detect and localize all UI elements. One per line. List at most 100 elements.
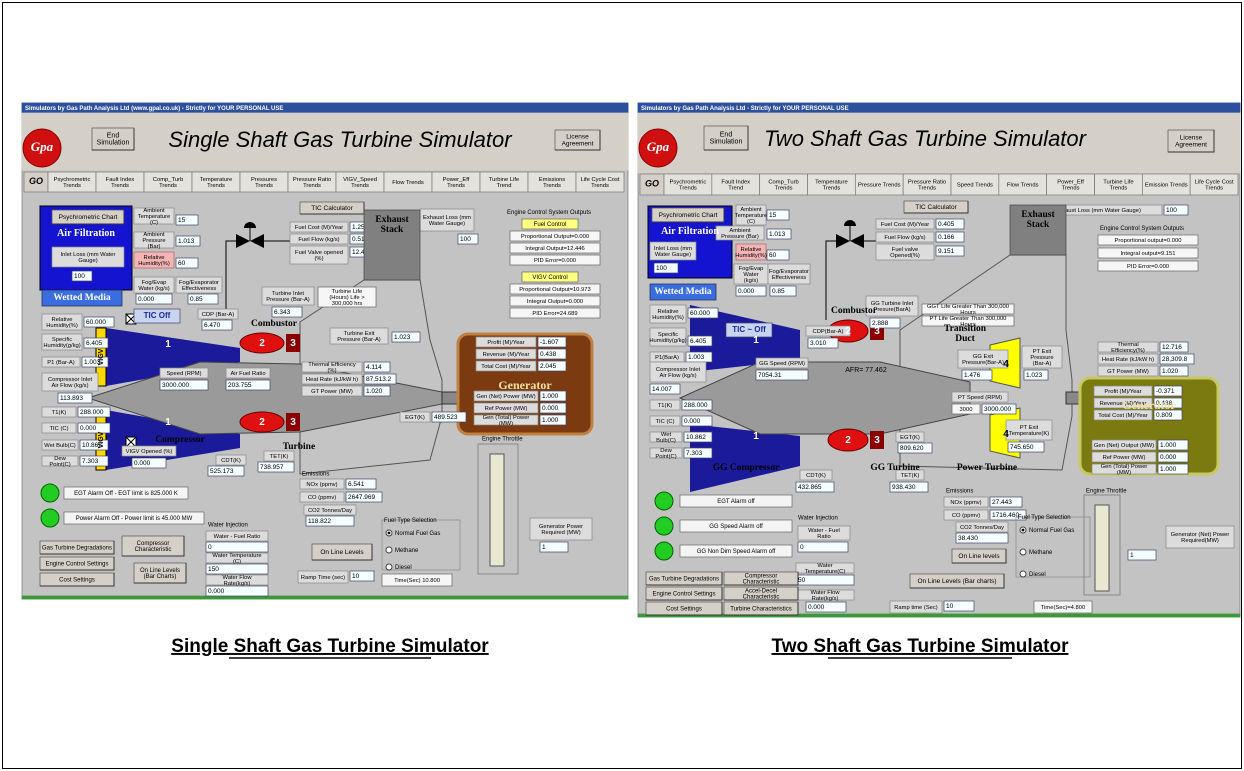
field-label: EGT(K) [900,435,920,441]
field-label: Turbine ExitPressure (Bar-A) [337,330,381,342]
caption: Two Shaft Gas Turbine Simulator [772,636,1070,657]
stage-number: 2 [845,326,851,337]
button-label: CompressorCharacteristic [135,540,172,552]
field-label: CDT(K) [806,473,826,479]
info-text: PID Error=0.000 [534,258,576,264]
field-value: 0.000 [684,418,701,425]
section-label: Engine Control System Outputs [1100,226,1184,232]
panel-header: Air Filtration [661,226,719,237]
field-value: 0.000 [134,460,151,467]
throttle-slider[interactable] [490,454,504,566]
radio-dot [388,532,391,535]
field-label: Fog/EvaporatorEffectiveness [769,268,809,280]
field-value: 1.000 [542,417,559,424]
field-value: 2647.969 [348,494,375,501]
field-value: 1.000 [1160,466,1177,473]
radio-dot [1022,529,1025,532]
status-strip [22,596,628,599]
stage-number: 1 [753,335,759,346]
field-label: Air Fuel Ratio [230,371,265,377]
button-label: Accel-DecelCharacteristic [743,588,780,600]
button-label: On Line Levels (Bar charts) [917,578,996,585]
stage-number: 4 [1003,429,1009,440]
button-label: Engine Control Settings [652,591,715,597]
field-value: 288.000 [684,402,708,409]
field-value: 0.85 [190,296,203,303]
info-text: PID Error=0.000 [1127,264,1169,270]
field-value: 1.023 [1026,372,1043,379]
field-value: 2.045 [540,363,557,370]
radio-label: Methane [1029,550,1053,556]
app-title: Two Shaft Gas Turbine Simulator [764,126,1088,151]
field-value: 10.862 [686,434,706,441]
stage-number: 3 [290,417,296,428]
radio[interactable] [1020,571,1026,577]
radio[interactable] [1020,549,1026,555]
field-label: Compressor InletAir Flow (kg/s) [48,376,93,388]
screenshot: Simulators by Gas Path Analysis Ltd (www… [0,0,1244,771]
field-label: PT Speed (RPM) [958,395,1002,401]
field-value: 118.822 [308,518,331,525]
field-value: 1.020 [366,388,383,395]
field-value: 1.023 [394,334,411,341]
button-label: Gas Turbine Degradations [649,576,719,582]
field-value: 60 [178,260,186,267]
component-label: Turbine [283,442,315,452]
throttle-slider[interactable] [1095,505,1109,591]
alarm-lamp [655,542,673,560]
field-label: CO (ppmv) [952,513,980,519]
field-label: Water - Fuel Ratio [214,534,261,540]
alarm-lamp [41,509,59,527]
field-value: 1.013 [769,231,786,238]
alarm-lamp [41,484,59,502]
field-value: -0.371 [1156,388,1175,395]
field-label: Fog/EvaporatorEffectiveness [179,279,219,291]
field-value: 6.470 [204,322,221,329]
field-value: 3000.000 [162,382,189,389]
panel-header: Wetted Media [53,293,111,303]
radio-label: Normal Fuel Gas [395,531,440,537]
field-value: 100 [1166,207,1177,214]
field-value: 28,309.8 [1162,356,1188,363]
field-value: 50 [798,577,806,584]
field-label: Water FlowRate(kg/s) [222,574,252,586]
field-value: 9.151 [938,248,955,255]
field-value: 809.620 [900,445,924,452]
field-label: Ref Power (MW) [485,406,528,412]
field-value: 1716.460 [992,512,1019,519]
field-value: 1.013 [178,238,195,245]
field-label: Turbine InletPressure (Bar-A) [266,290,310,302]
field-value: 1.476 [964,372,981,379]
stage-number: 2 [259,338,265,349]
field-label: P1(BarA) [655,355,679,361]
field-value: 14.007 [652,386,672,393]
alarm-text: EGT Alarm Off - EGT limit is 825.000 K [74,491,178,497]
radio[interactable] [386,564,392,570]
field-value: 6.405 [86,340,103,347]
stage-number: 4 [1003,359,1009,370]
radio[interactable] [386,547,392,553]
field-value: 938.430 [892,484,916,491]
radio-label: Diesel [1029,572,1046,578]
field-value: 0.000 [542,405,559,412]
field-value: 6.405 [690,338,707,345]
field-label: GT Power (MW) [1107,369,1149,375]
field-value-box[interactable] [206,542,268,552]
field-value-box[interactable] [798,542,848,552]
field-value: 100 [460,236,471,243]
field-label: TET(K) [901,473,920,479]
fuel-type-title: Fuel Type Selection [384,518,437,524]
field-value: 7.303 [686,450,703,457]
shaft [1066,392,1080,404]
field-value: 0.438 [540,351,557,358]
info-text: Turbine Life(Hours) Life >300,000 hrs [329,288,365,306]
field-label: CO2 Tonnes/Day [308,508,352,514]
field-label: NOx (ppmv) [306,482,337,488]
button-label: On Line Levels(Bar Charts) [140,567,180,579]
field-label: Compressor InletAir Flow (kg/s) [656,366,701,378]
generator-label: Generator [1122,398,1176,412]
field-value: 738.957 [260,464,284,471]
vigv-label: VIGV [98,348,105,365]
generator-label: Generator [498,378,552,392]
field-label: PT ExitPressure(Bar-A) [1030,348,1053,366]
